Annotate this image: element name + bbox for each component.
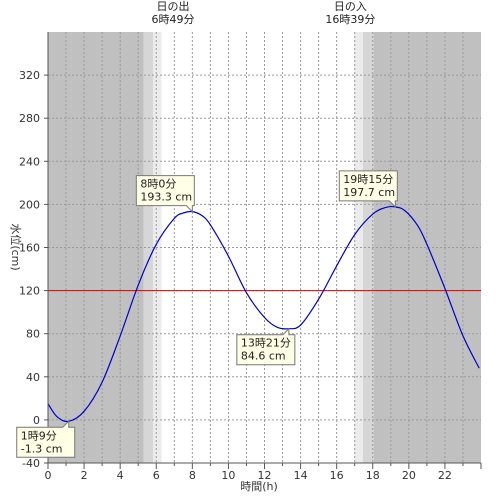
- axes: 0 2 4 6 8 10 12 14 16 18 20 22 -40 0 40 80 120 160 200 240 2…: [19, 32, 482, 482]
- x-tick-label-0: 0: [45, 469, 52, 482]
- y-tick-label--40: -40: [22, 457, 40, 470]
- sun-event-time-1: 16時39分: [325, 13, 375, 26]
- sun-event-time-0: 6時49分: [152, 13, 195, 26]
- y-tick-label-160: 160: [19, 242, 40, 255]
- y-tick-label-240: 240: [19, 155, 40, 168]
- annotation-value-0: 193.3 cm: [140, 191, 192, 204]
- annotation-value-2: 197.7 cm: [343, 186, 395, 199]
- y-tick-label-40: 40: [26, 371, 40, 384]
- x-tick-label-14: 14: [294, 469, 308, 482]
- band-dusk-4: [354, 32, 363, 463]
- x-axis-label: 時間(h): [240, 480, 278, 493]
- y-tick-label-120: 120: [19, 285, 40, 298]
- annotation-time-3: 1時9分: [21, 429, 57, 442]
- sun-event-name-0: 日の出: [157, 0, 190, 13]
- band-night-6: [373, 32, 481, 463]
- x-tick-label-16: 16: [330, 469, 344, 482]
- annotation-box-0: [135, 175, 195, 213]
- band-night-0: [48, 32, 144, 463]
- y-tick-label-0: 0: [33, 414, 40, 427]
- x-tick-label-12: 12: [258, 469, 272, 482]
- annotation-box-3: [16, 420, 76, 458]
- x-tick-label-22: 22: [438, 469, 452, 482]
- y-tick-label-280: 280: [19, 112, 40, 125]
- x-tick-label-6: 6: [153, 469, 160, 482]
- annotation-value-3: -1.3 cm: [21, 442, 63, 455]
- x-tick-label-4: 4: [117, 469, 124, 482]
- y-tick-label-200: 200: [19, 198, 40, 211]
- y-tick-label-320: 320: [19, 69, 40, 82]
- y-axis-label: 水位(cm): [9, 223, 23, 270]
- y-tick-label-80: 80: [26, 328, 40, 341]
- annotation-time-1: 13時21分: [241, 337, 291, 350]
- x-tick-label-2: 2: [81, 469, 88, 482]
- annotation-time-0: 8時0分: [140, 178, 176, 191]
- x-tick-label-10: 10: [221, 469, 235, 482]
- annotation-box-1: [236, 327, 296, 366]
- annotation-value-1: 84.6 cm: [241, 350, 286, 363]
- x-tick-label-8: 8: [189, 469, 196, 482]
- x-tick-label-20: 20: [402, 469, 416, 482]
- x-tick-label-18: 18: [366, 469, 380, 482]
- series-line-0: [47, 205, 480, 423]
- sun-event-name-1: 日の入: [334, 0, 367, 13]
- annotation-time-2: 19時15分: [343, 173, 393, 186]
- series-group: [47, 205, 480, 423]
- annotation-box-2: [338, 170, 398, 209]
